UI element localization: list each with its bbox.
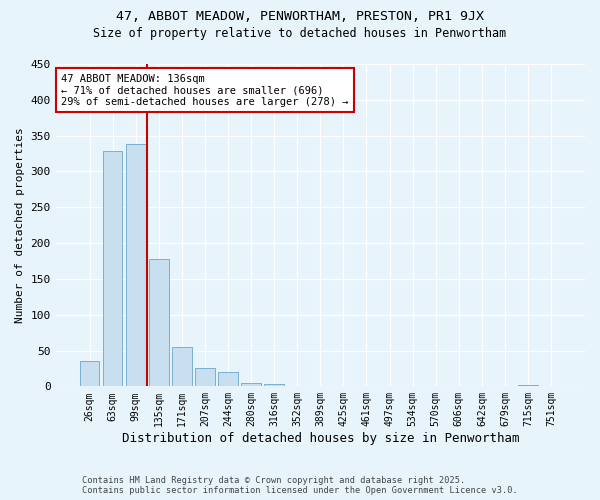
Text: Contains HM Land Registry data © Crown copyright and database right 2025.
Contai: Contains HM Land Registry data © Crown c…	[82, 476, 518, 495]
Bar	[195, 368, 215, 386]
Text: 47, ABBOT MEADOW, PENWORTHAM, PRESTON, PR1 9JX: 47, ABBOT MEADOW, PENWORTHAM, PRESTON, P…	[116, 10, 484, 23]
Bar	[265, 384, 284, 386]
Text: Size of property relative to detached houses in Penwortham: Size of property relative to detached ho…	[94, 28, 506, 40]
Bar	[518, 385, 538, 386]
Bar	[126, 144, 146, 386]
Bar	[218, 372, 238, 386]
Bar	[103, 152, 122, 386]
Bar	[241, 383, 261, 386]
Y-axis label: Number of detached properties: Number of detached properties	[15, 128, 25, 323]
Bar	[80, 362, 100, 386]
X-axis label: Distribution of detached houses by size in Penwortham: Distribution of detached houses by size …	[122, 432, 519, 445]
Bar	[172, 347, 191, 387]
Bar	[149, 259, 169, 386]
Text: 47 ABBOT MEADOW: 136sqm
← 71% of detached houses are smaller (696)
29% of semi-d: 47 ABBOT MEADOW: 136sqm ← 71% of detache…	[61, 74, 349, 107]
